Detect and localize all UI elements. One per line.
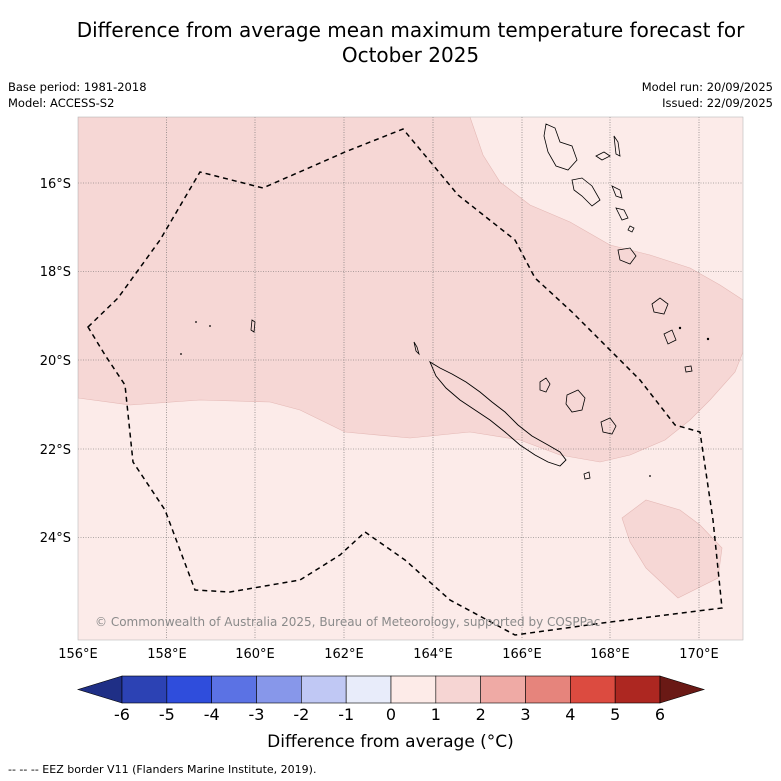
colorbar-segment (301, 675, 347, 704)
chesterfield-islet-1 (195, 321, 197, 323)
colorbar-tick-label: 4 (565, 705, 575, 724)
ambae-island (595, 151, 611, 161)
colorbar-extend-high (659, 675, 706, 704)
pentecost-island (611, 185, 623, 199)
colorbar-segment (345, 675, 392, 704)
ouvea-island (539, 377, 551, 393)
eastern-islet-5 (706, 337, 710, 341)
colorbar-segment (614, 675, 661, 704)
lat-label: 20°S (40, 354, 71, 369)
colorbar-segment (390, 675, 437, 704)
copyright-credit: © Commonwealth of Australia 2025, Bureau… (95, 615, 600, 629)
belep-islands (413, 341, 420, 356)
map-title: Difference from average mean maximum tem… (0, 18, 781, 68)
colorbar-tick-label: 6 (655, 705, 665, 724)
lat-label: 24°S (40, 531, 71, 546)
lon-label: 164°E (413, 647, 453, 662)
colorbar-tick-label: -1 (338, 705, 354, 724)
map-frame (77, 116, 744, 641)
colorbar: -6 -5 -4 -3 -2 -1 0 1 2 3 4 5 6 (76, 675, 706, 724)
espiritu-santo-island (543, 123, 578, 171)
colorbar-tick-label: 5 (610, 705, 620, 724)
colorbar-tick-label: 0 (386, 705, 396, 724)
colorbar-tick-label: -6 (114, 705, 130, 724)
colorbar-tick-label: -4 (204, 705, 220, 724)
base-period: Base period: 1981-2018 (8, 80, 147, 94)
eez-border (87, 128, 723, 636)
colorbar-title: Difference from average (°C) (267, 732, 514, 752)
colorbar-segment (525, 675, 571, 704)
colorbar-segment (256, 675, 302, 704)
lat-label: 22°S (40, 443, 71, 458)
lon-label: 170°E (679, 647, 719, 662)
eastern-islet-4 (678, 326, 682, 330)
colorbar-tick-label: -2 (293, 705, 309, 724)
lon-label: 156°E (58, 647, 98, 662)
colorbar-tick-label: -3 (249, 705, 265, 724)
colorbar-segment (480, 675, 526, 704)
eastern-island-2 (663, 329, 677, 345)
colorbar-segment (166, 675, 212, 704)
colorbar-segment (570, 675, 616, 704)
lon-labels: 156°E 158°E 160°E 162°E 164°E 166°E 168°… (58, 647, 719, 662)
model-run: Model run: 20/09/2025 (641, 80, 773, 94)
issued-date: Issued: 22/09/2025 (662, 96, 773, 110)
eastern-island-3 (684, 365, 693, 373)
new-caledonia-island (429, 360, 567, 467)
graticule (78, 117, 743, 640)
model-name: Model: ACCESS-S2 (8, 96, 115, 110)
mare-island (600, 417, 617, 435)
colorbar-tick-label: 1 (431, 705, 441, 724)
colorbar-tick-label: 3 (520, 705, 530, 724)
lat-label: 16°S (40, 177, 71, 192)
chesterfield-islet-2 (209, 325, 211, 327)
anomaly-field-high (78, 117, 743, 463)
colorbar-tick-label: -5 (159, 705, 175, 724)
colorbar-tick-label: 2 (476, 705, 486, 724)
anomaly-field-high-se (621, 499, 723, 599)
lat-labels: 16°S 18°S 20°S 22°S 24°S (40, 177, 71, 546)
chesterfield-reef (250, 319, 256, 333)
title-line-2: October 2025 (341, 43, 480, 67)
title-line-1: Difference from average mean maximum tem… (76, 18, 745, 42)
isle-of-pines (583, 471, 591, 480)
lat-label: 18°S (40, 265, 71, 280)
colorbar-extend-low (76, 675, 123, 704)
maewo-island (613, 135, 621, 157)
lon-label: 162°E (324, 647, 364, 662)
lon-label: 168°E (590, 647, 630, 662)
malekula-island (571, 177, 601, 207)
meta-left: Base period: 1981-2018 Model: ACCESS-S2 (8, 79, 147, 111)
meta-right: Model run: 20/09/2025 Issued: 22/09/2025 (642, 79, 773, 111)
efate-island (617, 247, 637, 265)
chesterfield-islet-3 (180, 353, 182, 355)
eez-legend: -- -- -- EEZ border V11 (Flanders Marine… (8, 763, 317, 776)
lifou-island (565, 389, 586, 413)
lon-label: 166°E (502, 647, 542, 662)
colorbar-segment (121, 675, 168, 704)
epi-islands (615, 207, 629, 221)
colorbar-segment (211, 675, 257, 704)
lon-label: 158°E (147, 647, 187, 662)
colorbar-segment (435, 675, 481, 704)
lon-label: 160°E (235, 647, 275, 662)
eastern-island-1 (651, 297, 669, 315)
islet-south (649, 475, 651, 477)
tanna-small (627, 225, 635, 233)
